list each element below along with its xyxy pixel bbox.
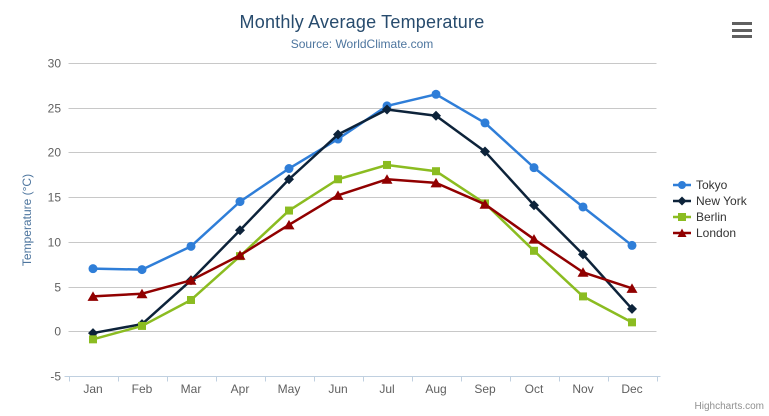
xaxis-label: May	[278, 382, 301, 396]
data-point-new-york[interactable]	[284, 174, 294, 185]
hamburger-icon	[732, 35, 752, 38]
xaxis-label: Jul	[379, 382, 394, 396]
data-point-tokyo[interactable]	[578, 202, 588, 212]
yaxis-label: 5	[54, 281, 61, 295]
xaxis-label: Nov	[572, 382, 593, 396]
data-point-london[interactable]	[381, 174, 393, 184]
xaxis-label: Sep	[474, 382, 496, 396]
legend-item-tokyo[interactable]: Tokyo	[673, 177, 747, 192]
export-menu-button[interactable]	[730, 20, 754, 40]
xaxis-label: Jan	[83, 382, 102, 396]
data-point-london[interactable]	[283, 219, 295, 230]
data-point-new-york[interactable]	[431, 110, 441, 121]
data-point-london[interactable]	[577, 267, 589, 277]
data-point-london[interactable]	[87, 291, 99, 301]
square-icon	[673, 212, 691, 221]
yaxis-title: Temperature (°C)	[20, 173, 34, 267]
data-point-new-york[interactable]	[529, 200, 539, 211]
credits-link[interactable]: Highcharts.com	[694, 401, 764, 412]
data-point-tokyo[interactable]	[235, 197, 245, 207]
yaxis-label: 15	[48, 191, 62, 205]
data-point-london[interactable]	[136, 288, 148, 299]
data-point-london[interactable]	[185, 275, 197, 285]
data-point-new-york[interactable]	[627, 303, 637, 314]
xaxis-label: Apr	[231, 382, 250, 396]
data-point-berlin[interactable]	[285, 206, 293, 215]
data-point-berlin[interactable]	[89, 335, 97, 344]
data-point-berlin[interactable]	[334, 175, 342, 184]
xaxis-label: Feb	[132, 382, 153, 396]
yaxis-label: 25	[48, 102, 62, 116]
series-line-new-york[interactable]	[91, 108, 634, 335]
yaxis-label: 10	[48, 236, 62, 250]
legend-item-new-york[interactable]: New York	[673, 193, 747, 208]
chart-subtitle: Source: WorldClimate.com	[290, 37, 434, 51]
legend-label: Tokyo	[696, 177, 728, 192]
data-point-new-york[interactable]	[578, 249, 588, 260]
series-line-berlin[interactable]	[91, 163, 634, 341]
diamond-icon	[673, 196, 691, 205]
legend-label: New York	[696, 193, 747, 208]
data-point-new-york[interactable]	[333, 129, 343, 140]
xaxis-label: Aug	[425, 382, 446, 396]
xaxis-label: Mar	[181, 382, 202, 396]
data-point-tokyo[interactable]	[137, 265, 147, 275]
yaxis-label: -5	[50, 370, 61, 384]
legend-label: London	[696, 225, 737, 240]
data-point-london[interactable]	[479, 199, 491, 209]
series-line-london[interactable]	[91, 178, 634, 298]
data-point-berlin[interactable]	[530, 246, 538, 255]
xaxis-label: Oct	[525, 382, 544, 396]
data-point-london[interactable]	[528, 234, 540, 244]
data-point-tokyo[interactable]	[627, 240, 637, 250]
data-point-london[interactable]	[430, 177, 442, 188]
data-point-tokyo[interactable]	[480, 118, 490, 128]
data-point-berlin[interactable]	[432, 167, 440, 176]
legend-item-london[interactable]: London	[673, 225, 747, 240]
legend: Tokyo New York Berlin London	[673, 177, 747, 240]
data-point-tokyo[interactable]	[529, 163, 539, 173]
data-point-berlin[interactable]	[628, 318, 636, 327]
data-point-tokyo[interactable]	[186, 241, 196, 251]
yaxis-label: 30	[48, 57, 62, 71]
legend-item-berlin[interactable]: Berlin	[673, 209, 747, 224]
data-point-berlin[interactable]	[138, 321, 146, 330]
data-point-new-york[interactable]	[382, 104, 392, 115]
yaxis-label: 0	[54, 325, 61, 339]
data-point-tokyo[interactable]	[88, 264, 98, 274]
chart-title: Monthly Average Temperature	[239, 12, 485, 32]
circle-icon	[673, 180, 691, 189]
data-point-berlin[interactable]	[383, 160, 391, 169]
yaxis-label: 20	[48, 146, 62, 160]
data-point-berlin[interactable]	[579, 292, 587, 301]
triangle-icon	[673, 228, 691, 237]
data-point-new-york[interactable]	[235, 225, 245, 236]
xaxis-label: Jun	[328, 382, 347, 396]
data-point-tokyo[interactable]	[431, 89, 441, 99]
data-point-london[interactable]	[626, 283, 638, 293]
data-point-tokyo[interactable]	[284, 164, 294, 174]
data-point-london[interactable]	[332, 190, 344, 200]
data-point-new-york[interactable]	[480, 146, 490, 157]
xaxis-label: Dec	[621, 382, 642, 396]
hamburger-icon	[732, 28, 752, 32]
data-point-berlin[interactable]	[187, 295, 195, 304]
data-point-london[interactable]	[234, 250, 246, 260]
legend-label: Berlin	[696, 209, 727, 224]
series-line-tokyo[interactable]	[91, 93, 634, 271]
hamburger-icon	[732, 22, 752, 25]
